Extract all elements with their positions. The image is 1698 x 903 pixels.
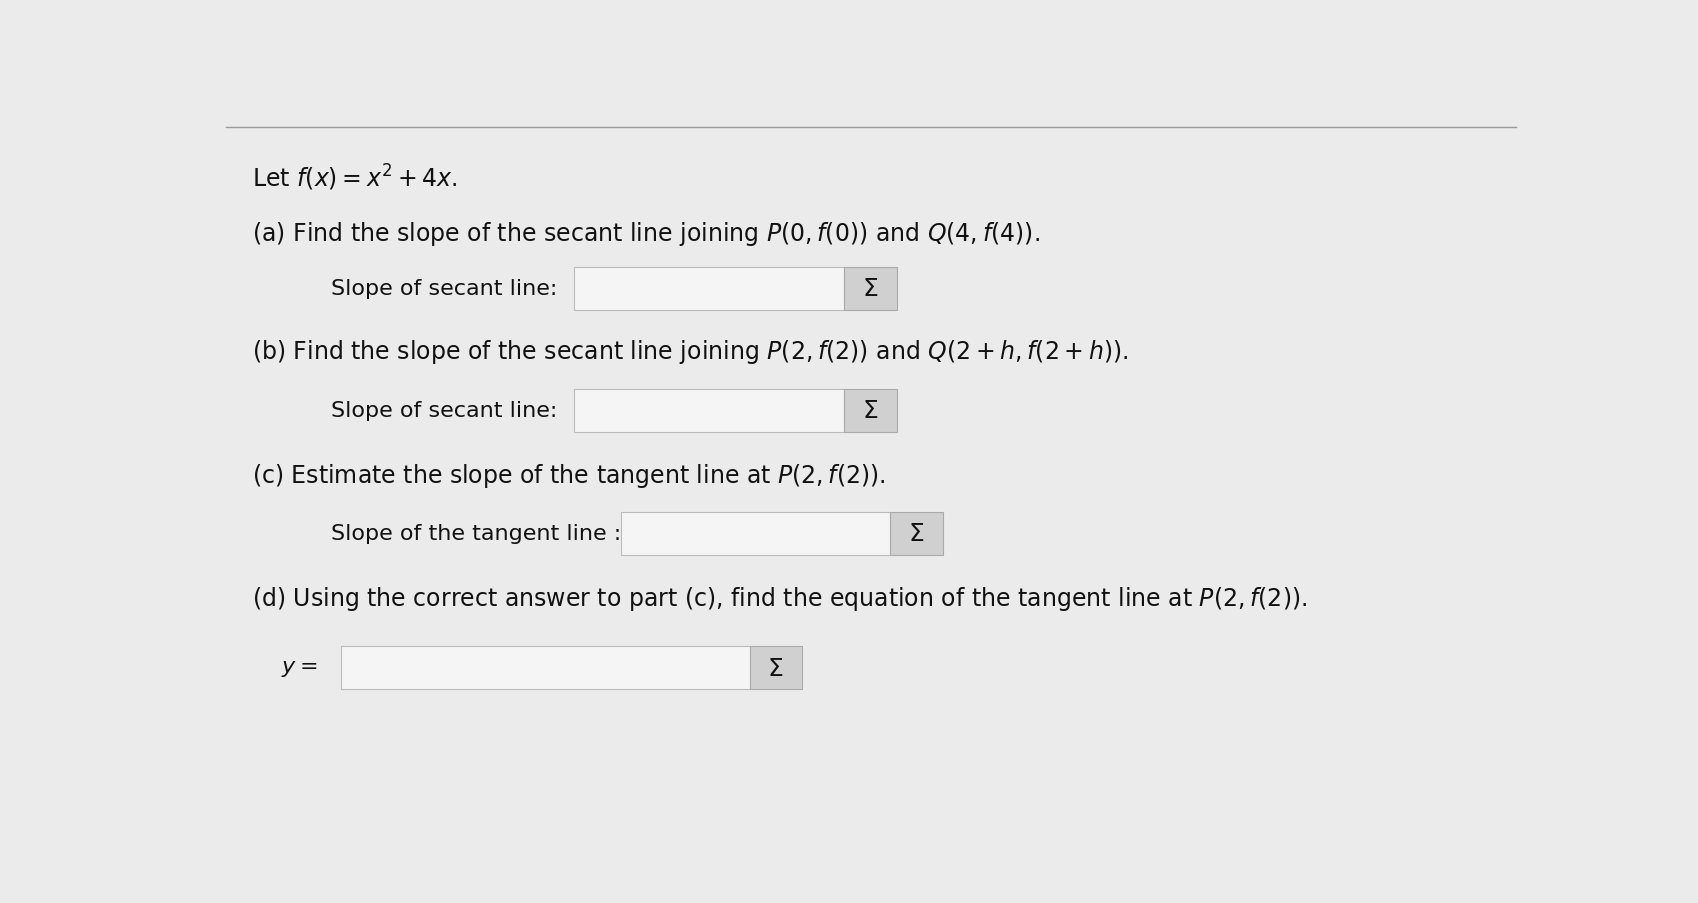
Text: Let $f(x) = x^2 + 4x$.: Let $f(x) = x^2 + 4x$. xyxy=(251,163,457,193)
Text: (c) Estimate the slope of the tangent line at $P(2, f(2))$.: (c) Estimate the slope of the tangent li… xyxy=(251,461,885,489)
Text: (b) Find the slope of the secant line joining $P(2, f(2))$ and $Q(2 + h, f(2 + h: (b) Find the slope of the secant line jo… xyxy=(251,338,1127,366)
FancyBboxPatch shape xyxy=(574,389,844,433)
FancyBboxPatch shape xyxy=(844,267,897,311)
Text: Σ: Σ xyxy=(767,656,783,680)
FancyBboxPatch shape xyxy=(749,647,801,690)
FancyBboxPatch shape xyxy=(844,389,897,433)
Text: (a) Find the slope of the secant line joining $P(0, f(0))$ and $Q(4, f(4))$.: (a) Find the slope of the secant line jo… xyxy=(251,219,1039,247)
FancyBboxPatch shape xyxy=(574,267,844,311)
FancyBboxPatch shape xyxy=(341,647,749,690)
FancyBboxPatch shape xyxy=(620,512,890,555)
Text: Slope of the tangent line :: Slope of the tangent line : xyxy=(331,524,621,544)
Text: Slope of secant line:: Slope of secant line: xyxy=(331,401,557,421)
Text: Σ: Σ xyxy=(863,399,878,423)
Text: $y =$: $y =$ xyxy=(280,658,318,678)
Text: Σ: Σ xyxy=(863,277,878,301)
Text: Slope of secant line:: Slope of secant line: xyxy=(331,279,557,299)
FancyBboxPatch shape xyxy=(890,512,942,555)
Text: (d) Using the correct answer to part (c), find the equation of the tangent line : (d) Using the correct answer to part (c)… xyxy=(251,584,1306,612)
Text: Σ: Σ xyxy=(908,522,924,546)
